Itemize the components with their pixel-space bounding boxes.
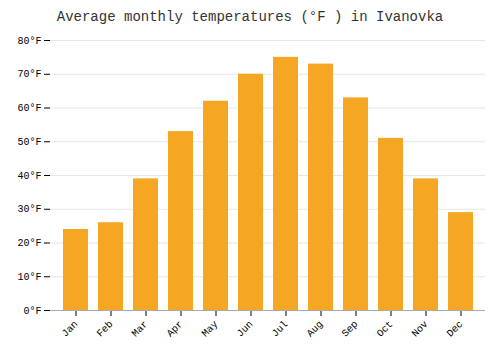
- svg-text:Dec: Dec: [445, 319, 466, 340]
- svg-text:Aug: Aug: [305, 319, 326, 340]
- svg-text:50°F: 50°F: [17, 137, 41, 148]
- svg-text:70°F: 70°F: [17, 69, 41, 80]
- svg-text:30°F: 30°F: [17, 204, 41, 215]
- svg-text:May: May: [200, 319, 221, 340]
- svg-text:Mar: Mar: [130, 319, 151, 340]
- svg-text:40°F: 40°F: [17, 171, 41, 182]
- svg-text:Nov: Nov: [410, 319, 431, 340]
- svg-text:0°F: 0°F: [23, 306, 41, 317]
- svg-text:80°F: 80°F: [17, 36, 41, 47]
- svg-text:Sep: Sep: [340, 319, 361, 340]
- svg-text:Jul: Jul: [270, 319, 291, 340]
- html-text:Average monthly temperatures (: Average monthly temperatures (°F ) in Iv…: [56, 9, 444, 25]
- svg-text:Jan: Jan: [60, 319, 81, 340]
- svg-text:10°F: 10°F: [17, 272, 41, 283]
- svg-text:Feb: Feb: [95, 319, 116, 340]
- svg-text:Apr: Apr: [165, 319, 186, 340]
- svg-text:20°F: 20°F: [17, 238, 41, 249]
- svg-text:Oct: Oct: [375, 319, 396, 340]
- svg-text:Jun: Jun: [235, 319, 256, 340]
- svg-text:60°F: 60°F: [17, 103, 41, 114]
